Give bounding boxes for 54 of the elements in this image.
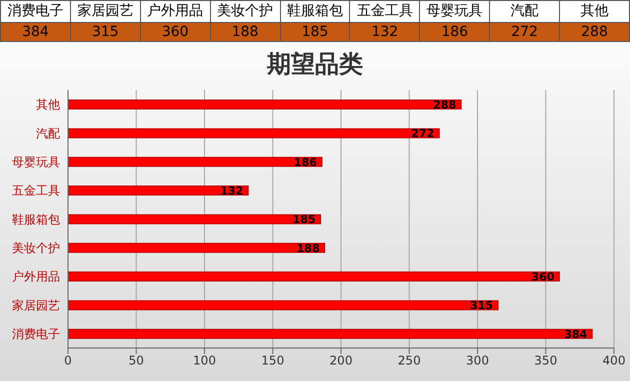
data-label: 360 (531, 270, 555, 284)
data-label: 315 (470, 299, 493, 312)
y-tick-label: 其他 (36, 98, 60, 112)
y-tick-label: 鞋服箱包 (12, 212, 60, 226)
bar (68, 272, 560, 282)
chart-title: 期望品类 (266, 49, 364, 80)
y-tick-label: 母婴玩具 (12, 154, 60, 169)
x-tick-label: 200 (330, 354, 352, 368)
y-tick-label: 五金工具 (12, 184, 60, 198)
data-label: 186 (294, 156, 318, 169)
data-label: 186 (420, 22, 490, 42)
bar (68, 186, 249, 196)
x-tick-label: 350 (534, 354, 558, 368)
y-tick-label: 汽配 (36, 126, 60, 140)
bar (68, 300, 498, 310)
category-label: 家居园艺 (70, 0, 140, 22)
x-tick-label: 250 (398, 354, 421, 368)
data-label: 315 (70, 22, 140, 42)
category-label: 鞋服箱包 (280, 0, 350, 22)
bar (68, 242, 326, 253)
category-label: 汽配 (490, 0, 560, 22)
x-tick-label: 50 (128, 354, 144, 368)
data-label: 360 (140, 22, 210, 42)
bar (68, 214, 322, 224)
bar (68, 128, 440, 138)
x-tick-label: 150 (261, 354, 284, 368)
category-label: 五金工具 (350, 0, 420, 22)
y-tick-label: 消费电子 (12, 326, 60, 341)
data-label: 185 (292, 213, 316, 226)
category-label: 美妆个护 (210, 0, 280, 22)
bar (68, 156, 322, 167)
category-label: 母婴玩具 (420, 0, 490, 22)
x-tick-label: 400 (602, 354, 626, 368)
x-tick-label: 300 (466, 354, 489, 368)
data-label: 272 (411, 127, 434, 140)
data-label: 288 (433, 98, 456, 112)
data-label: 288 (560, 22, 630, 42)
y-tick-label: 家居园艺 (12, 298, 60, 312)
category-label: 其他 (560, 0, 630, 22)
data-label: 272 (490, 22, 560, 42)
y-tick-label: 美妆个护 (12, 240, 60, 255)
data-label: 384 (0, 22, 70, 42)
data-label: 132 (350, 22, 420, 42)
bar (68, 328, 593, 339)
data-label: 132 (220, 184, 244, 198)
data-label: 185 (280, 22, 350, 42)
x-tick-label: 100 (193, 354, 216, 368)
data-label: 188 (296, 242, 320, 255)
bar (68, 100, 462, 110)
data-label: 384 (564, 328, 588, 341)
y-tick-label: 户外用品 (12, 270, 60, 284)
x-tick-label: 0 (64, 354, 72, 368)
data-label: 188 (210, 22, 280, 42)
category-label: 户外用品 (140, 0, 210, 22)
